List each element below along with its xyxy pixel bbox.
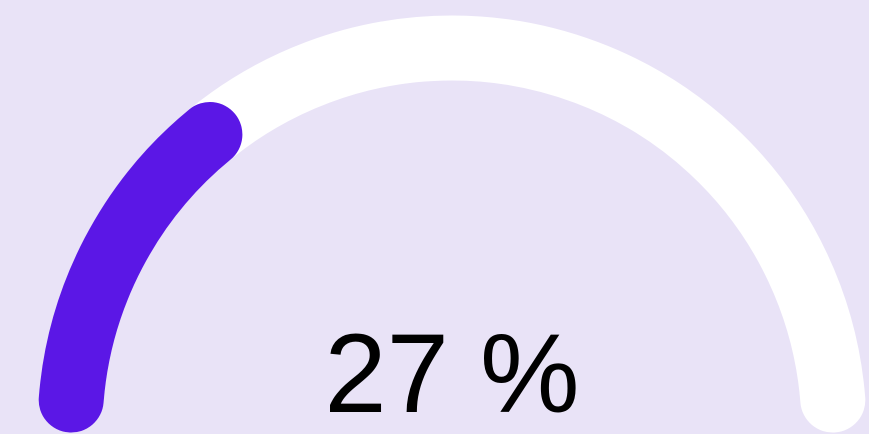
gauge-value-label: 27 % [324, 311, 579, 434]
gauge-value-arc [38, 102, 243, 433]
